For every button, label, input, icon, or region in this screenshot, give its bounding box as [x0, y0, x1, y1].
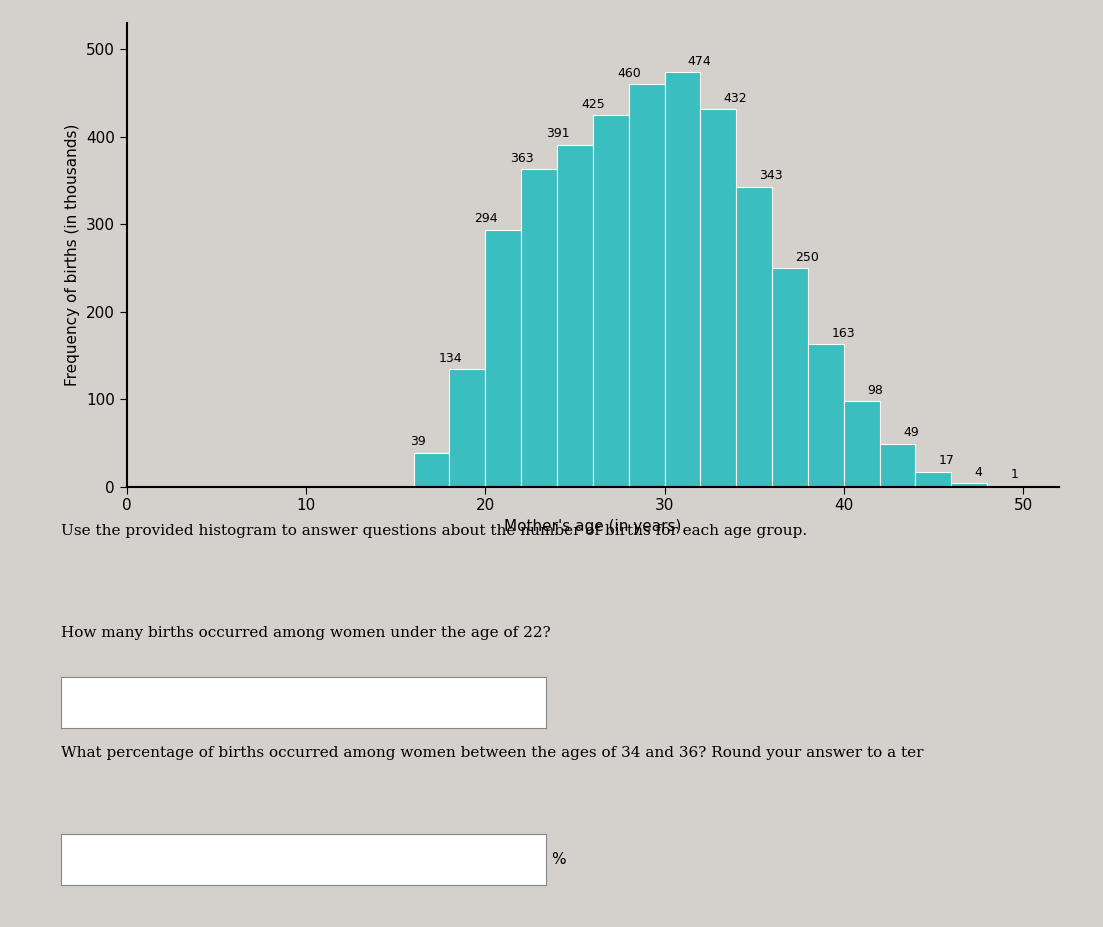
Text: How many births occurred among women under the age of 22?: How many births occurred among women und…	[61, 626, 550, 640]
X-axis label: Mother's age (in years): Mother's age (in years)	[504, 519, 682, 534]
Text: Use the provided histogram to answer questions about the number of births for ea: Use the provided histogram to answer que…	[61, 524, 806, 538]
Text: 163: 163	[832, 326, 855, 340]
Text: 4: 4	[975, 465, 983, 479]
Text: 391: 391	[546, 127, 569, 140]
Text: 17: 17	[939, 454, 955, 467]
Text: 1: 1	[1010, 468, 1018, 481]
Text: 98: 98	[867, 384, 884, 397]
Bar	[700, 108, 737, 487]
Bar	[844, 401, 880, 487]
Text: 343: 343	[760, 170, 783, 183]
Text: 425: 425	[581, 97, 606, 110]
Bar	[807, 344, 844, 487]
Text: 134: 134	[438, 352, 462, 365]
Text: 460: 460	[618, 67, 641, 80]
Bar	[737, 186, 772, 487]
Bar	[593, 115, 629, 487]
Bar	[951, 483, 987, 487]
Text: 250: 250	[795, 250, 820, 263]
Bar	[450, 370, 485, 487]
Bar	[772, 268, 807, 487]
Text: 432: 432	[724, 92, 748, 105]
Y-axis label: Frequency of births (in thousands): Frequency of births (in thousands)	[65, 123, 81, 387]
Text: %: %	[552, 852, 566, 868]
Bar	[557, 145, 593, 487]
Bar	[664, 72, 700, 487]
Bar	[414, 452, 450, 487]
Text: 39: 39	[410, 435, 426, 448]
Bar	[522, 170, 557, 487]
Bar	[629, 84, 664, 487]
Text: 294: 294	[474, 212, 497, 225]
Text: 49: 49	[903, 426, 919, 439]
Text: 474: 474	[688, 55, 711, 68]
Bar	[915, 472, 951, 487]
Bar	[485, 230, 521, 487]
Text: What percentage of births occurred among women between the ages of 34 and 36? Ro: What percentage of births occurred among…	[61, 746, 923, 760]
Bar	[880, 444, 915, 487]
Text: 363: 363	[510, 152, 534, 165]
